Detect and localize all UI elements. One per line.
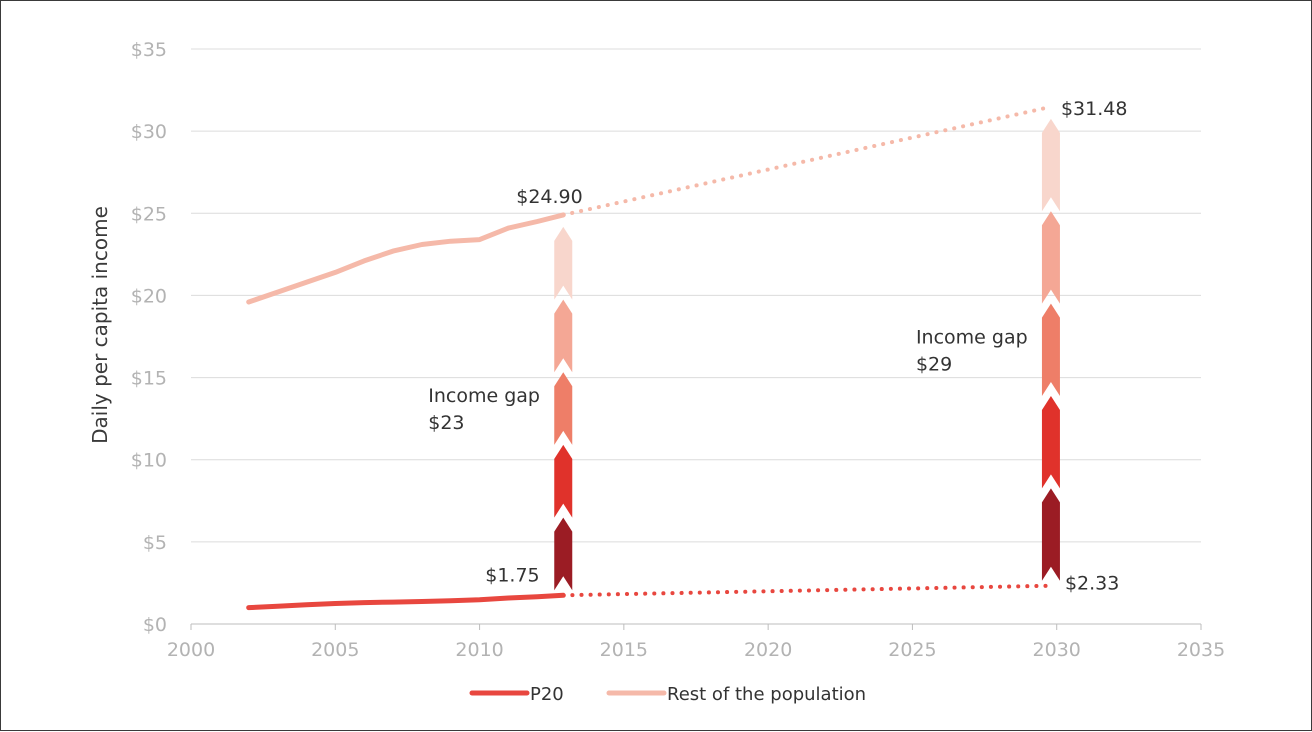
series-projection-1 [561, 104, 1053, 217]
x-tick-label: 2035 [1177, 639, 1225, 661]
value-label: $1.75 [485, 564, 539, 586]
y-tick-label: $15 [131, 368, 167, 390]
x-tick-label: 2025 [888, 639, 936, 661]
y-tick-label: $35 [131, 39, 167, 61]
series-projection-0 [561, 583, 1053, 598]
gridlines [190, 48, 1202, 630]
gap-arrow-segment [1041, 118, 1060, 212]
gap-arrow-segment [1041, 488, 1060, 581]
value-label: $31.48 [1061, 98, 1127, 120]
x-tick-label: 2005 [311, 639, 359, 661]
series-line-0 [246, 592, 566, 611]
gap-arrow-segment [1041, 303, 1060, 396]
legend: P20 Rest of the population [469, 684, 866, 705]
y-tick-label: $0 [143, 614, 167, 636]
value-label: $24.90 [516, 186, 582, 208]
income-gap-arrows [554, 118, 1060, 591]
gap-label-line1: Income gap [428, 385, 540, 407]
value-label: $2.33 [1065, 573, 1119, 595]
x-tick-labels: 2000 2005 2010 2015 2020 2025 2030 2035 [167, 639, 1225, 661]
gap-arrow-segment [554, 226, 573, 300]
gap-arrow-segment [554, 372, 573, 445]
y-axis-label: Daily per capita income [88, 206, 112, 444]
y-tick-label: $30 [131, 121, 167, 143]
x-tick-label: 2030 [1033, 639, 1081, 661]
x-tick-label: 2015 [600, 639, 648, 661]
legend-label: Rest of the population [667, 684, 866, 705]
y-tick-label: $20 [131, 285, 167, 307]
y-tick-label: $25 [131, 203, 167, 225]
legend-label: P20 [530, 684, 564, 705]
gap-label-line1: Income gap [916, 326, 1028, 348]
series-lines [246, 104, 1053, 611]
gap-arrow-segment [554, 299, 573, 373]
gap-label-line2: $23 [428, 412, 464, 434]
x-tick-label: 2020 [744, 639, 792, 661]
annotations: Income gap $23 Income gap $29 $24.90 $31.48 $1… [428, 98, 1127, 595]
gap-label-line2: $29 [916, 353, 952, 375]
gap-arrow-segment [1041, 211, 1060, 304]
gap-arrow-segment [554, 517, 573, 591]
y-tick-label: $10 [131, 450, 167, 472]
gap-arrow-segment [554, 444, 573, 518]
y-tick-labels: $0 $5 $10 $15 $20 $25 $30 $35 [131, 39, 167, 636]
x-tick-label: 2000 [167, 639, 215, 661]
gap-arrow-segment [1041, 395, 1060, 489]
y-tick-label: $5 [143, 532, 167, 554]
series-line-1 [246, 212, 566, 305]
x-tick-label: 2010 [455, 639, 503, 661]
